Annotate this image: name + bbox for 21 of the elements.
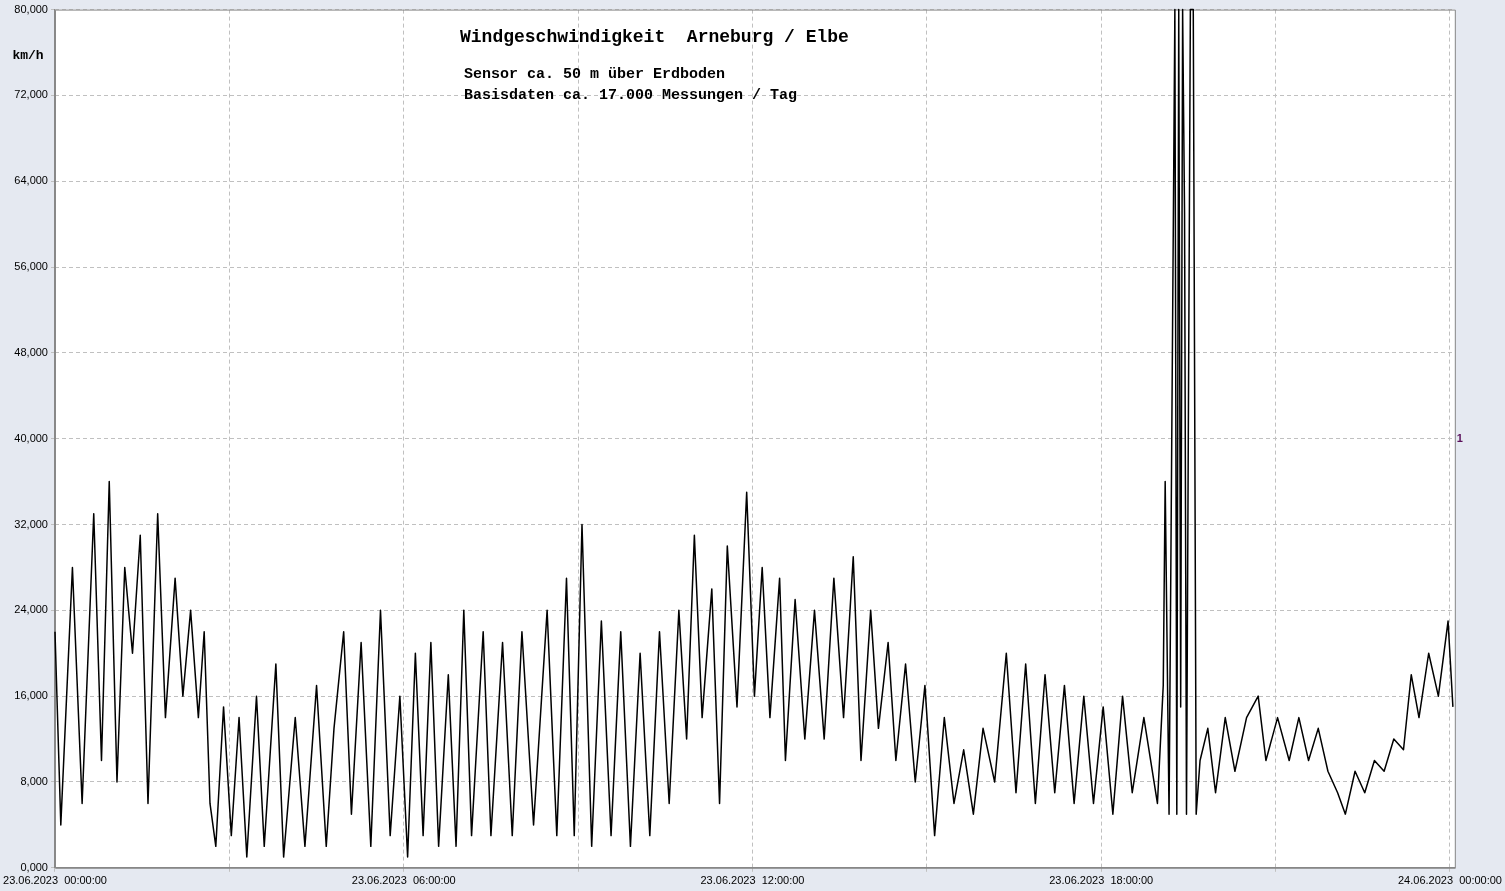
y-tick-label: 64,000 — [14, 174, 48, 187]
y-tick-label: 40,000 — [14, 431, 48, 444]
y-tick-label: 16,000 — [14, 689, 48, 702]
text: 1 — [1456, 431, 1463, 444]
text: Sensor ca. 50 m über Erdboden — [463, 65, 726, 83]
y-tick-label: 80,000 — [14, 2, 48, 15]
y-tick-label: 0,000 — [20, 860, 48, 873]
x-tick-label: 23.06.2023 12:00:00 — [700, 874, 805, 887]
x-tick-label: 23.06.2023 06:00:00 — [351, 874, 456, 887]
text: Windgeschwindigkeit Arneburg / Elbe — [459, 26, 849, 47]
x-tick-label: 23.06.2023 18:00:00 — [1049, 874, 1154, 887]
y-tick-label: 72,000 — [14, 88, 48, 101]
y-tick-label: 48,000 — [14, 345, 48, 358]
y-axis-title: km/h — [12, 47, 44, 63]
y-tick-label: 32,000 — [14, 517, 48, 530]
x-tick-label: 24.06.2023 00:00:00 — [1398, 874, 1502, 887]
x-tick-label: 23.06.2023 00:00:00 — [3, 874, 107, 887]
y-tick-label: 8,000 — [20, 775, 48, 788]
annotation: Basisdaten ca. 17.000 Messungen / Tag — [463, 86, 798, 104]
y-tick-label: 56,000 — [14, 260, 48, 273]
y-tick-label: 24,000 — [14, 603, 48, 616]
